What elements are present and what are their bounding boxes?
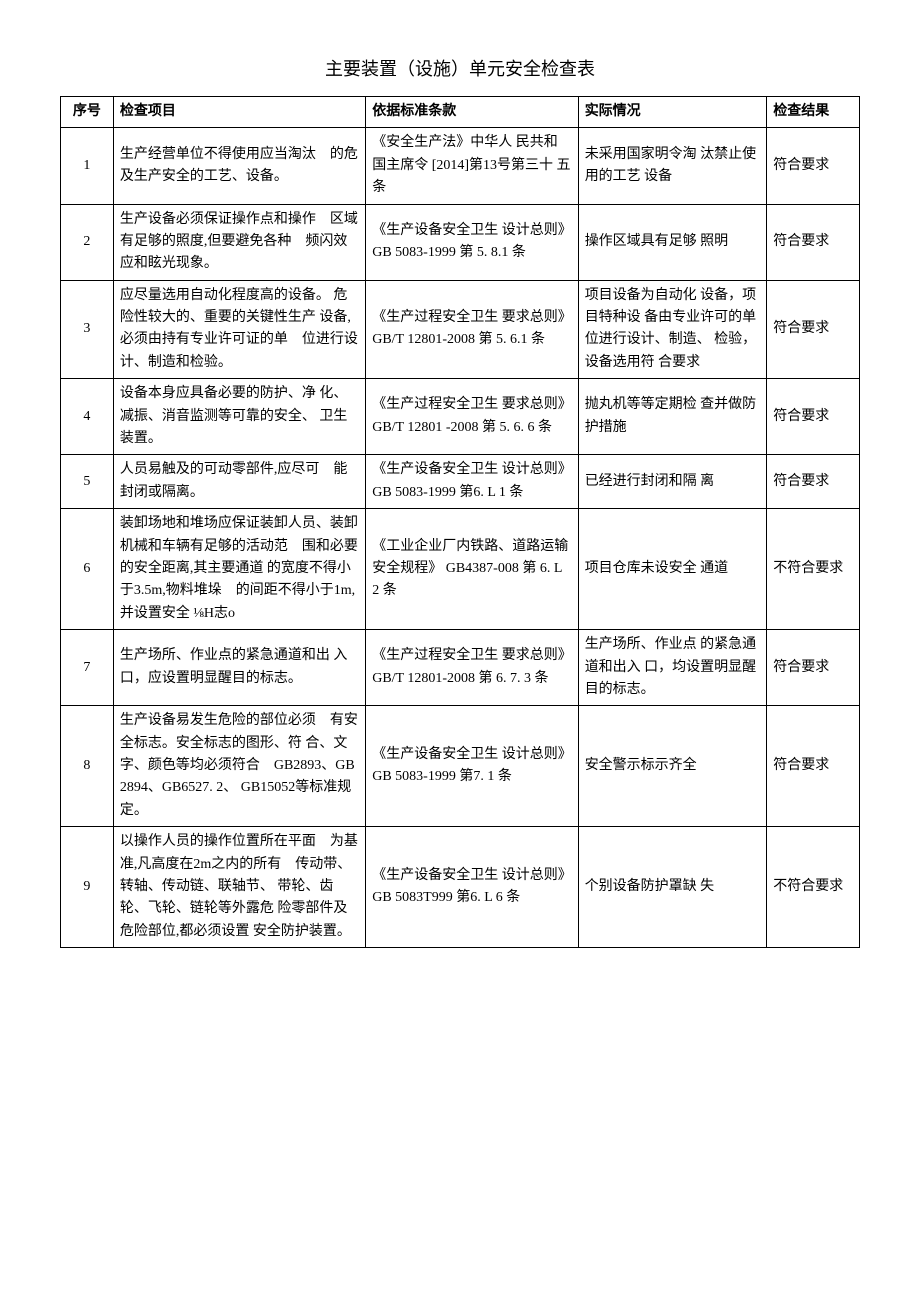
header-actual: 实际情况 [578,96,767,127]
cell-seq: 9 [61,827,114,948]
cell-seq: 8 [61,706,114,827]
cell-item: 以操作人员的操作位置所在平面 为基准,凡高度在2m之内的所有 传动带、转轴、传动… [113,827,365,948]
table-row: 8 生产设备易发生危险的部位必须 有安全标志。安全标志的图形、符 合、文字、颜色… [61,706,860,827]
cell-actual: 操作区域具有足够 照明 [578,204,767,280]
cell-actual: 未采用国家明令淘 汰禁止使用的工艺 设备 [578,128,767,204]
cell-seq: 1 [61,128,114,204]
table-row: 4 设备本身应具备必要的防护、净 化、减振、消音监测等可靠的安全、 卫生装置。 … [61,379,860,455]
cell-result: 不符合要求 [767,827,860,948]
cell-actual: 生产场所、作业点 的紧急通道和出入 口，均设置明显醒 目的标志。 [578,630,767,706]
cell-basis: 《生产过程安全卫生 要求总则》GB/T 12801-2008 第 5. 6.1 … [366,280,578,379]
inspection-table: 序号 检查项目 依据标准条款 实际情况 检查结果 1 生产经营单位不得使用应当淘… [60,96,860,948]
cell-basis: 《生产过程安全卫生 要求总则》GB/T 12801 -2008 第 5. 6. … [366,379,578,455]
table-body: 1 生产经营单位不得使用应当淘汰 的危及生产安全的工艺、设备。 《安全生产法》中… [61,128,860,948]
cell-basis: 《生产设备安全卫生 设计总则》GB 5083T999 第6. L 6 条 [366,827,578,948]
table-row: 1 生产经营单位不得使用应当淘汰 的危及生产安全的工艺、设备。 《安全生产法》中… [61,128,860,204]
header-item: 检查项目 [113,96,365,127]
cell-basis: 《工业企业厂内铁路、道路运输安全规程》 GB4387-008 第 6. L 2 … [366,509,578,630]
cell-item: 生产场所、作业点的紧急通道和出 入口，应设置明显醒目的标志。 [113,630,365,706]
cell-result: 符合要求 [767,630,860,706]
table-row: 3 应尽量选用自动化程度高的设备。 危险性较大的、重要的关键性生产 设备,必须由… [61,280,860,379]
cell-item: 人员易触及的可动零部件,应尽可 能封闭或隔离。 [113,455,365,509]
cell-result: 符合要求 [767,128,860,204]
cell-basis: 《生产设备安全卫生 设计总则》GB 5083-1999 第7. 1 条 [366,706,578,827]
table-row: 6 装卸场地和堆场应保证装卸人员、装卸机械和车辆有足够的活动范 围和必要的安全距… [61,509,860,630]
cell-result: 符合要求 [767,280,860,379]
cell-item: 应尽量选用自动化程度高的设备。 危险性较大的、重要的关键性生产 设备,必须由持有… [113,280,365,379]
table-row: 7 生产场所、作业点的紧急通道和出 入口，应设置明显醒目的标志。 《生产过程安全… [61,630,860,706]
header-seq: 序号 [61,96,114,127]
cell-result: 符合要求 [767,379,860,455]
cell-result: 符合要求 [767,706,860,827]
cell-item: 生产经营单位不得使用应当淘汰 的危及生产安全的工艺、设备。 [113,128,365,204]
cell-actual: 项目设备为自动化 设备，项目特种设 备由专业许可的单 位进行设计、制造、 检验，… [578,280,767,379]
cell-result: 符合要求 [767,204,860,280]
cell-item: 装卸场地和堆场应保证装卸人员、装卸机械和车辆有足够的活动范 围和必要的安全距离,… [113,509,365,630]
cell-basis: 《生产过程安全卫生 要求总则》GB/T 12801-2008 第 6. 7. 3… [366,630,578,706]
table-header-row: 序号 检查项目 依据标准条款 实际情况 检查结果 [61,96,860,127]
cell-actual: 项目仓库未设安全 通道 [578,509,767,630]
cell-item: 生产设备必须保证操作点和操作 区域有足够的照度,但要避免各种 频闪效应和眩光现象… [113,204,365,280]
cell-seq: 2 [61,204,114,280]
table-row: 2 生产设备必须保证操作点和操作 区域有足够的照度,但要避免各种 频闪效应和眩光… [61,204,860,280]
cell-result: 不符合要求 [767,509,860,630]
table-row: 5 人员易触及的可动零部件,应尽可 能封闭或隔离。 《生产设备安全卫生 设计总则… [61,455,860,509]
cell-item: 设备本身应具备必要的防护、净 化、减振、消音监测等可靠的安全、 卫生装置。 [113,379,365,455]
cell-seq: 7 [61,630,114,706]
cell-seq: 5 [61,455,114,509]
cell-basis: 《安全生产法》中华人 民共和国主席令 [2014]第13号第三十 五条 [366,128,578,204]
cell-actual: 安全警示标示齐全 [578,706,767,827]
header-result: 检查结果 [767,96,860,127]
cell-item: 生产设备易发生危险的部位必须 有安全标志。安全标志的图形、符 合、文字、颜色等均… [113,706,365,827]
page-title: 主要装置（设施）单元安全检查表 [60,55,860,81]
header-basis: 依据标准条款 [366,96,578,127]
cell-actual: 抛丸机等等定期检 查并做防护措施 [578,379,767,455]
cell-actual: 已经进行封闭和隔 离 [578,455,767,509]
cell-seq: 3 [61,280,114,379]
cell-actual: 个别设备防护罩缺 失 [578,827,767,948]
cell-basis: 《生产设备安全卫生 设计总则》GB 5083-1999 第 5. 8.1 条 [366,204,578,280]
cell-seq: 4 [61,379,114,455]
cell-basis: 《生产设备安全卫生 设计总则》GB 5083-1999 第6. L 1 条 [366,455,578,509]
cell-result: 符合要求 [767,455,860,509]
table-row: 9 以操作人员的操作位置所在平面 为基准,凡高度在2m之内的所有 传动带、转轴、… [61,827,860,948]
cell-seq: 6 [61,509,114,630]
